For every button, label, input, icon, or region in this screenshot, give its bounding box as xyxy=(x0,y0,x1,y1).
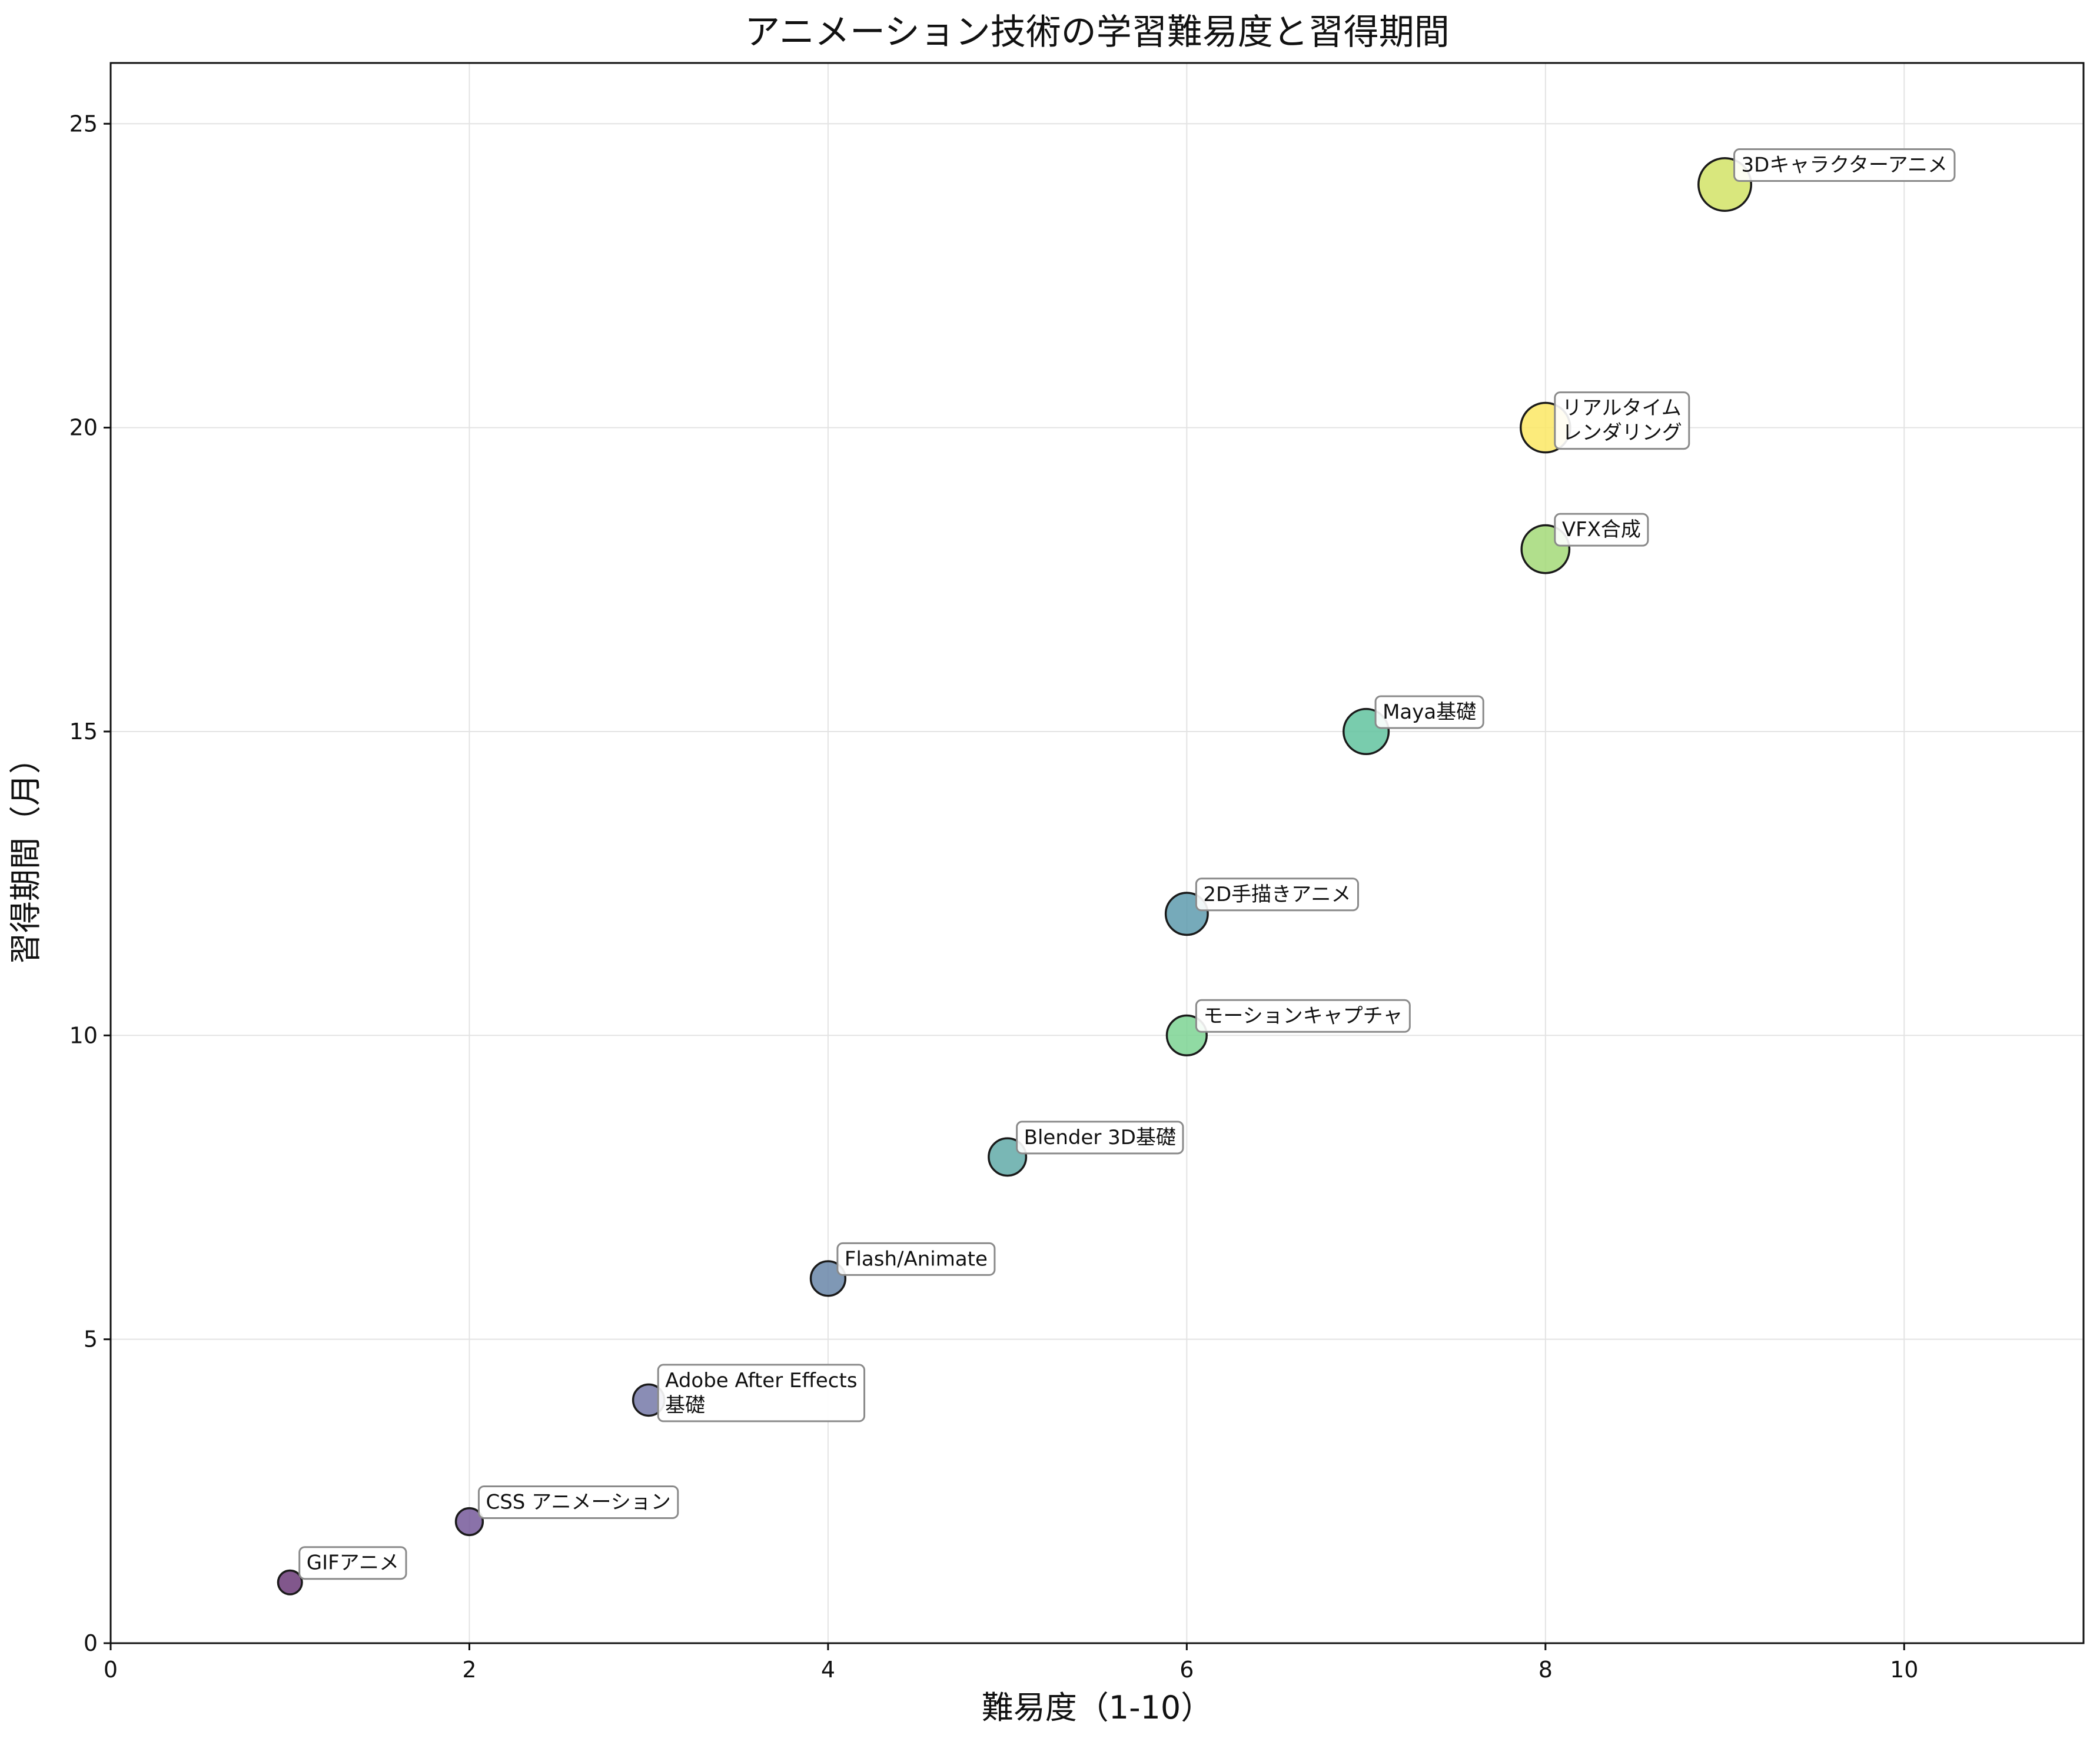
point-annotation: VFX合成 xyxy=(1554,513,1649,547)
y-tick-label: 10 xyxy=(69,1022,98,1048)
y-tick-label: 5 xyxy=(84,1327,98,1352)
annotation-label: GIFアニメ xyxy=(307,1551,399,1575)
annotation-box xyxy=(1733,148,1956,182)
point-annotation: GIFアニメ xyxy=(298,1546,407,1580)
point-annotation: CSS アニメーション xyxy=(477,1485,679,1519)
annotation-label: Adobe After Effects xyxy=(665,1369,857,1392)
annotation-label: Maya基礎 xyxy=(1383,700,1476,724)
chart-title: アニメーション技術の学習難易度と習得期間 xyxy=(745,12,1450,53)
annotation-label: 2D手描きアニメ xyxy=(1203,883,1351,906)
annotation-box xyxy=(298,1546,407,1580)
annotation-label: Flash/Animate xyxy=(845,1247,988,1271)
point-annotation: モーションキャプチャ xyxy=(1195,999,1411,1033)
data-point xyxy=(454,1507,484,1537)
point-annotation: 2D手描きアニメ xyxy=(1195,878,1360,912)
annotation-box xyxy=(1554,513,1649,547)
x-axis-label: 難易度（1-10） xyxy=(982,1689,1213,1726)
point-annotation: Blender 3D基礎 xyxy=(1016,1121,1184,1155)
annotation-label: CSS アニメーション xyxy=(486,1490,670,1514)
annotation-box xyxy=(1374,695,1484,729)
annotation-label: モーションキャプチャ xyxy=(1203,1004,1403,1028)
annotation-label: Blender 3D基礎 xyxy=(1024,1126,1176,1149)
y-tick-label: 25 xyxy=(69,111,98,137)
x-tick-label: 8 xyxy=(1539,1657,1553,1683)
y-tick-label: 20 xyxy=(69,415,98,441)
point-annotation: 3Dキャラクターアニメ xyxy=(1733,148,1956,182)
annotation-box xyxy=(1016,1121,1184,1155)
x-tick-label: 2 xyxy=(462,1657,476,1683)
annotation-label: 3Dキャラクターアニメ xyxy=(1742,154,1948,177)
annotation-box xyxy=(1195,878,1360,912)
annotation-label: リアルタイム xyxy=(1562,397,1682,420)
annotation-box xyxy=(1195,999,1411,1033)
y-axis-label: 習得期間（月） xyxy=(7,742,44,965)
annotation-label: VFX合成 xyxy=(1562,518,1641,541)
axis-ticks: 0 2 4 6 8 10 0 5 10 15 20 25 xyxy=(69,111,1919,1683)
point-annotation: Flash/Animate xyxy=(836,1242,996,1276)
x-tick-label: 4 xyxy=(821,1657,835,1683)
annotation-label: 基礎 xyxy=(665,1394,705,1417)
data-point xyxy=(277,1569,303,1596)
annotation-label: レンダリング xyxy=(1562,421,1682,445)
point-annotation: Maya基礎 xyxy=(1374,695,1484,729)
x-tick-label: 10 xyxy=(1890,1657,1918,1683)
annotation-box xyxy=(1554,391,1690,450)
annotation-box xyxy=(836,1242,996,1276)
y-tick-label: 0 xyxy=(84,1630,98,1656)
annotation-box xyxy=(477,1485,679,1519)
y-tick-label: 15 xyxy=(69,719,98,744)
x-tick-label: 6 xyxy=(1179,1657,1194,1683)
x-tick-label: 0 xyxy=(104,1657,118,1683)
plot-frame xyxy=(109,62,2085,1644)
annotation-box xyxy=(657,1364,866,1422)
